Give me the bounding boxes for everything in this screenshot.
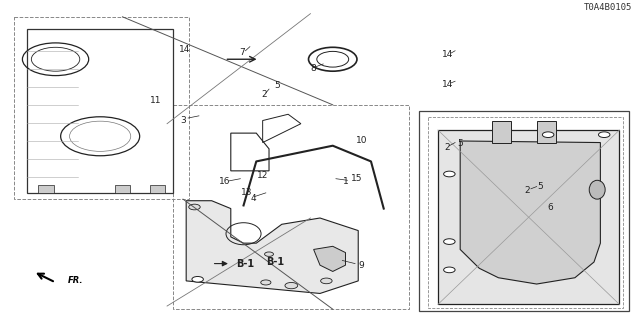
Text: 14: 14 [442, 50, 453, 59]
Polygon shape [186, 201, 358, 293]
Text: 2: 2 [445, 143, 451, 152]
Text: 12: 12 [257, 171, 268, 180]
Circle shape [598, 132, 610, 138]
Bar [115, 185, 130, 193]
Text: 2: 2 [524, 186, 530, 195]
Polygon shape [314, 246, 346, 271]
Text: 9: 9 [358, 261, 364, 270]
Circle shape [542, 132, 554, 138]
Circle shape [264, 252, 273, 256]
Circle shape [444, 171, 455, 177]
Polygon shape [460, 141, 600, 284]
Polygon shape [537, 121, 556, 142]
Text: FR.: FR. [68, 276, 84, 285]
Text: 14: 14 [442, 80, 453, 89]
Text: 8: 8 [311, 64, 317, 73]
Bar [150, 185, 165, 193]
Text: 14: 14 [179, 45, 190, 54]
Circle shape [444, 267, 455, 273]
Text: 15: 15 [351, 173, 363, 183]
Circle shape [192, 276, 204, 282]
Text: 1: 1 [342, 177, 348, 186]
Text: B-1: B-1 [236, 259, 254, 268]
Circle shape [321, 278, 332, 284]
Text: 11: 11 [150, 96, 161, 105]
Text: 7: 7 [239, 47, 245, 57]
Text: 13: 13 [241, 188, 252, 197]
Text: 5: 5 [274, 81, 280, 90]
Ellipse shape [589, 180, 605, 199]
Text: T0A4B0105: T0A4B0105 [584, 3, 632, 12]
Circle shape [444, 239, 455, 244]
Text: 3: 3 [180, 116, 186, 125]
Text: 5: 5 [458, 139, 463, 148]
Text: B-1: B-1 [266, 257, 284, 267]
Polygon shape [492, 121, 511, 142]
Text: 4: 4 [250, 194, 256, 203]
Text: 6: 6 [548, 203, 554, 212]
Circle shape [189, 204, 200, 210]
Text: 2: 2 [261, 90, 267, 99]
Text: 16: 16 [219, 177, 230, 186]
Text: 10: 10 [356, 137, 367, 146]
Text: 5: 5 [537, 182, 543, 191]
Bar [38, 185, 54, 193]
Circle shape [260, 280, 271, 285]
Circle shape [285, 283, 298, 289]
Polygon shape [438, 130, 620, 304]
